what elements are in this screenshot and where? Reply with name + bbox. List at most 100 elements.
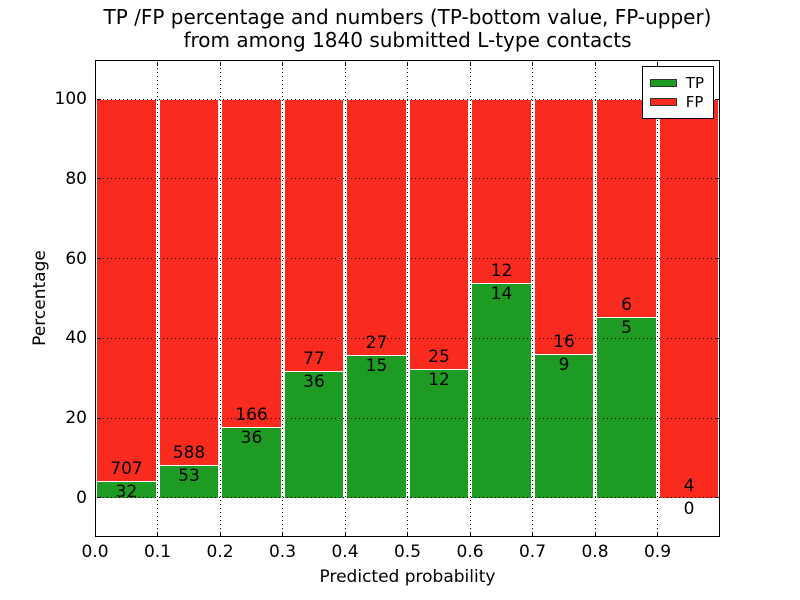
x-tick-mark (282, 531, 283, 536)
gridline-vertical (219, 60, 221, 537)
gridline-horizontal (95, 178, 720, 180)
bar-label-fp: 12 (490, 261, 513, 282)
legend-row: FP (649, 93, 704, 111)
x-tick-label: 0.7 (518, 542, 547, 562)
y-tick-label: 40 (65, 328, 87, 349)
gridline-horizontal (95, 337, 720, 339)
x-tick-mark-top (157, 61, 158, 66)
bar-segment-tp (408, 368, 469, 498)
bar-segment-fp (533, 99, 594, 355)
gridline-vertical (469, 60, 471, 537)
x-tick-mark (657, 531, 658, 536)
gridline-vertical (657, 60, 658, 537)
bar-segment-fp (283, 99, 344, 371)
x-tick-label: 0.3 (268, 542, 297, 562)
y-tick-mark-right (714, 497, 719, 499)
y-tick-mark (96, 497, 101, 499)
gridline-vertical (532, 60, 533, 537)
bar-label-tp: 36 (240, 427, 263, 448)
x-tick-label: 0.2 (206, 542, 234, 562)
y-tick-mark (96, 178, 101, 180)
bar-label-fp: 77 (303, 348, 325, 369)
bar-label-tp: 9 (558, 355, 570, 376)
bar-label-fp: 25 (428, 346, 450, 367)
bar-label-fp: 4 (683, 475, 695, 496)
gridline-vertical (594, 60, 596, 537)
gridline-vertical (157, 60, 158, 537)
gridline-horizontal (95, 98, 720, 100)
bar-segment-fp (96, 99, 157, 481)
x-tick-label: 0.0 (81, 542, 109, 562)
bar-segment-tp (283, 370, 344, 498)
x-tick-mark-top (657, 61, 658, 66)
x-tick-mark-top (282, 61, 283, 66)
bar-segment-tp (346, 355, 407, 498)
bar-segment-fp (658, 99, 719, 498)
x-tick-mark-top (407, 61, 408, 66)
legend-label: FP (685, 93, 704, 111)
bar-segment-fp (158, 99, 219, 465)
x-tick-mark (469, 531, 471, 536)
bar-segment-tp (96, 480, 157, 498)
y-tick-label: 0 (76, 487, 87, 508)
legend-label: TP (685, 74, 704, 92)
bar-segment-tp (471, 283, 532, 498)
gridline-horizontal (95, 258, 720, 260)
x-tick-mark-top (219, 61, 221, 66)
y-tick-label: 60 (65, 248, 87, 269)
x-tick-mark-top (94, 61, 96, 66)
y-tick-mark-right (714, 337, 719, 339)
bar-segment-tp (158, 464, 219, 498)
x-tick-mark-top (594, 61, 596, 66)
y-tick-mark-right (714, 417, 719, 419)
bar-label-fp: 27 (365, 333, 388, 354)
chart-title: TP /FP percentage and numbers (TP-bottom… (103, 5, 712, 52)
bar-label-tp: 5 (621, 317, 632, 338)
x-tick-label: 0.9 (643, 542, 672, 562)
bar-label-tp: 15 (365, 356, 388, 377)
y-tick-mark (96, 337, 101, 339)
y-tick-mark (96, 417, 101, 419)
bar-label-tp: 0 (683, 498, 695, 519)
x-tick-mark (407, 531, 408, 536)
x-tick-label: 0.4 (331, 542, 359, 562)
legend-swatch-fp-icon (649, 98, 677, 106)
bar-label-fp: 588 (172, 442, 206, 463)
x-tick-mark (594, 531, 596, 536)
bar-segment-tp (596, 316, 657, 498)
bar-segment-tp (533, 354, 594, 498)
x-tick-mark (94, 531, 96, 536)
gridline-vertical (282, 60, 283, 537)
bar-segment-fp (596, 99, 657, 317)
gridline-horizontal (95, 497, 720, 499)
y-tick-mark (96, 98, 101, 100)
x-tick-mark (344, 531, 346, 536)
x-tick-mark-top (469, 61, 471, 66)
y-tick-mark (96, 258, 101, 260)
bar-segment-tp (221, 426, 282, 498)
x-tick-mark-top (344, 61, 346, 66)
bar-label-fp: 166 (235, 404, 268, 425)
bar-segment-fp (221, 99, 282, 427)
y-tick-label: 20 (65, 408, 87, 429)
bar-segment-fp (346, 99, 407, 356)
legend-row: TP (649, 74, 704, 92)
gridline-horizontal (95, 417, 720, 419)
x-tick-mark-top (532, 61, 533, 66)
y-tick-mark-right (714, 98, 719, 100)
y-tick-mark-right (714, 178, 719, 180)
bar-label-tp: 53 (178, 465, 200, 486)
bar-label-tp: 12 (428, 369, 450, 390)
bar-label-fp: 707 (110, 458, 143, 479)
x-tick-mark (157, 531, 158, 536)
legend: TP FP (641, 66, 714, 119)
x-axis-label: Predicted probability (319, 567, 496, 587)
x-tick-label: 0.5 (393, 542, 422, 562)
x-tick-label: 0.6 (456, 542, 484, 562)
x-tick-mark (532, 531, 533, 536)
y-tick-label: 80 (65, 168, 87, 189)
x-tick-label: 0.8 (581, 542, 609, 562)
bar-segment-fp (471, 99, 532, 284)
legend-swatch-tp-icon (649, 79, 677, 87)
y-tick-label: 100 (54, 89, 87, 110)
